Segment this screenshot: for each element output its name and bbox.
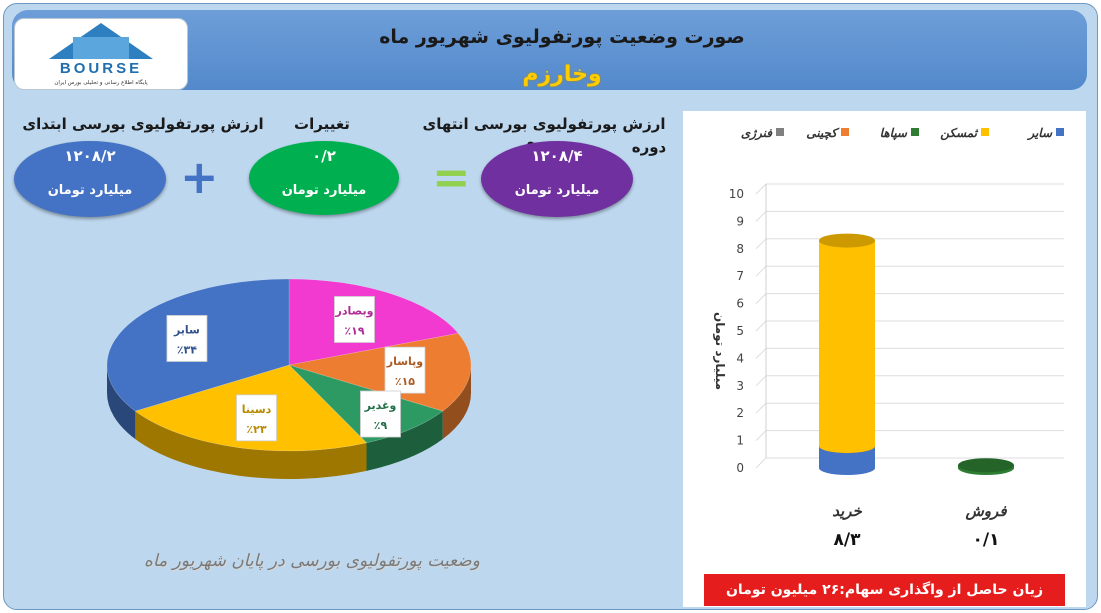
chart-legend: سایر ثمسکن سپاها کچینی فنرژی bbox=[741, 126, 1064, 141]
pie-label-box bbox=[384, 346, 426, 394]
y-tick-label: 4 bbox=[736, 351, 744, 365]
legend-swatch bbox=[981, 128, 989, 136]
pie-caption: وضعیت پورتفولیوی بورسی در پایان شهریور م… bbox=[144, 551, 480, 571]
x-tick-label: فروش bbox=[964, 502, 1007, 520]
y-tick-label: 2 bbox=[736, 406, 744, 420]
grid-line-side bbox=[755, 265, 767, 277]
pie-slice-label: دسینا bbox=[242, 403, 272, 416]
equals-icon: = bbox=[432, 150, 471, 204]
page-subtitle: وخارزم bbox=[522, 62, 602, 87]
pie-slice-label: وپاسار bbox=[386, 355, 424, 368]
dashboard-frame: صورت وضعیت پورتفولیوی شهریور ماه وخارزم … bbox=[3, 3, 1098, 610]
pie-slice-label: وغدیر bbox=[364, 399, 397, 412]
portfolio-pie-chart: وبصادر ٪۱۹ وپاسار ٪۱۵ وغدیر ٪۹ دسینا ٪۲۳ سایر ٪۳۴ bbox=[106, 278, 472, 479]
bar-خرید bbox=[819, 233, 875, 475]
grid-line-side bbox=[755, 238, 767, 250]
legend-label: سایر bbox=[1026, 126, 1053, 141]
plus-icon: + bbox=[180, 150, 219, 204]
legend-label: فنرژی bbox=[741, 126, 773, 141]
legend-label: سپاها bbox=[880, 126, 908, 141]
pie-slice-value: ٪۹ bbox=[374, 419, 388, 432]
pie-label-box bbox=[334, 296, 375, 343]
change-label: تغییرات bbox=[294, 115, 350, 133]
final-value-label-wrap: دوره bbox=[631, 138, 667, 156]
pie-slice-value: ٪۳۴ bbox=[177, 343, 197, 356]
legend-swatch bbox=[841, 128, 849, 136]
pie-label-box bbox=[166, 315, 208, 362]
pie-slice-label: وبصادر bbox=[335, 304, 374, 317]
logo-graphic: BOURSE پایگاه اطلاع رسانی و تحلیلی بورس … bbox=[49, 23, 153, 86]
y-tick-label: 1 bbox=[736, 434, 744, 448]
final-value: ۱۲۰۸/۴ bbox=[531, 147, 583, 165]
y-tick-label: 6 bbox=[736, 297, 744, 311]
trade-chart-panel bbox=[683, 111, 1086, 607]
legend-label: ثمسکن bbox=[940, 126, 978, 141]
y-tick-label: 10 bbox=[729, 187, 744, 201]
final-value-oval: ۱۲۰۸/۴ میلیارد تومان bbox=[481, 141, 633, 217]
bourse-logo: BOURSE پایگاه اطلاع رسانی و تحلیلی بورس … bbox=[14, 18, 188, 90]
y-tick-label: 5 bbox=[736, 324, 744, 338]
y-tick-label: 0 bbox=[736, 461, 744, 475]
bar-فروش bbox=[958, 458, 1014, 475]
grid-line-side bbox=[755, 375, 767, 387]
pie-label-box bbox=[236, 394, 277, 442]
pie-slice bbox=[288, 333, 472, 412]
change-value-unit: میلیارد تومان bbox=[281, 183, 367, 198]
pie-slice-value: ٪۱۹ bbox=[344, 324, 364, 337]
legend-label: کچینی bbox=[806, 126, 840, 140]
grid-line-side bbox=[755, 211, 767, 222]
bar-segment bbox=[819, 446, 875, 475]
logo-body-icon bbox=[73, 37, 129, 59]
y-tick-label: 3 bbox=[736, 379, 744, 393]
grid-line-side bbox=[755, 293, 767, 304]
y-tick-label: 8 bbox=[736, 242, 744, 256]
final-value-unit: میلیارد تومان bbox=[514, 183, 600, 198]
grid-line-side bbox=[755, 183, 767, 195]
bar-segment bbox=[819, 240, 875, 454]
change-value-oval: ۰/۲ میلیارد تومان bbox=[249, 141, 399, 215]
pie-side-سایر bbox=[107, 365, 136, 440]
initial-value: ۱۲۰۸/۲ bbox=[64, 147, 116, 165]
grid-line-side bbox=[755, 430, 767, 441]
grid-line-side bbox=[755, 348, 767, 359]
initial-value-label: ارزش پورتفولیوی بورسی ابتدای bbox=[22, 115, 264, 133]
y-axis-label: میلیارد تومان bbox=[712, 312, 727, 390]
pie-slice-label: سایر bbox=[173, 323, 200, 336]
grid-line-side bbox=[755, 457, 767, 469]
header-banner: صورت وضعیت پورتفولیوی شهریور ماه وخارزم bbox=[12, 10, 1087, 90]
legend-swatch bbox=[776, 128, 784, 136]
pie-slice-value: ٪۱۵ bbox=[395, 375, 415, 388]
bar-segment-top bbox=[958, 458, 1014, 473]
grid-line-side bbox=[755, 402, 767, 414]
grid-line-side bbox=[755, 320, 767, 332]
pie-slice-value: ٪۲۳ bbox=[246, 423, 266, 436]
loss-banner: زیان حاصل از واگذاری سهام:۲۶ میلیون توما… bbox=[704, 574, 1065, 606]
legend-swatch bbox=[1056, 128, 1064, 136]
bar-segment-top bbox=[819, 233, 875, 248]
pie-side-وپاسار bbox=[442, 365, 471, 440]
legend-swatch bbox=[911, 128, 919, 136]
change-value: ۰/۲ bbox=[312, 147, 336, 165]
pie-side-وغدیر bbox=[366, 411, 443, 471]
pie-label-box bbox=[360, 390, 401, 438]
x-tick-label: خرید bbox=[832, 502, 862, 520]
page-title: صورت وضعیت پورتفولیوی شهریور ماه bbox=[379, 26, 745, 48]
bar-value-label: ۰/۱ bbox=[973, 530, 1000, 550]
bar-value-label: ۸/۳ bbox=[834, 530, 862, 550]
logo-tagline: پایگاه اطلاع رسانی و تحلیلی بورس ایران bbox=[54, 79, 148, 86]
trade-bar-chart: سایر ثمسکن سپاها کچینی فنرژی 0 1 2 3 4 5 6 7 8 9 10 میلی… bbox=[712, 126, 1064, 550]
y-tick-label: 9 bbox=[736, 214, 744, 228]
initial-value-oval: ۱۲۰۸/۲ میلیارد تومان bbox=[14, 141, 166, 217]
pie-side-دسینا bbox=[135, 411, 367, 479]
logo-wordmark: BOURSE bbox=[60, 60, 142, 77]
y-tick-label: 7 bbox=[736, 269, 744, 283]
initial-value-unit: میلیارد تومان bbox=[47, 183, 133, 198]
